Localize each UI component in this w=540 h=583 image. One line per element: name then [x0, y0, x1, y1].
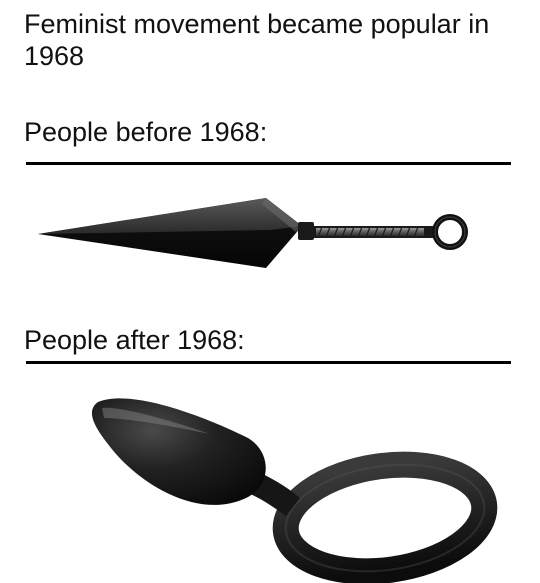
- after-label: People after 1968:: [24, 325, 245, 355]
- before-divider: [26, 162, 511, 165]
- meme-headline: Feminist movement became popular in 1968: [24, 9, 490, 71]
- after-divider: [26, 361, 511, 364]
- kunai-icon: [38, 198, 468, 268]
- before-label: People before 1968:: [24, 117, 268, 147]
- silicone-plug-icon: [91, 398, 498, 583]
